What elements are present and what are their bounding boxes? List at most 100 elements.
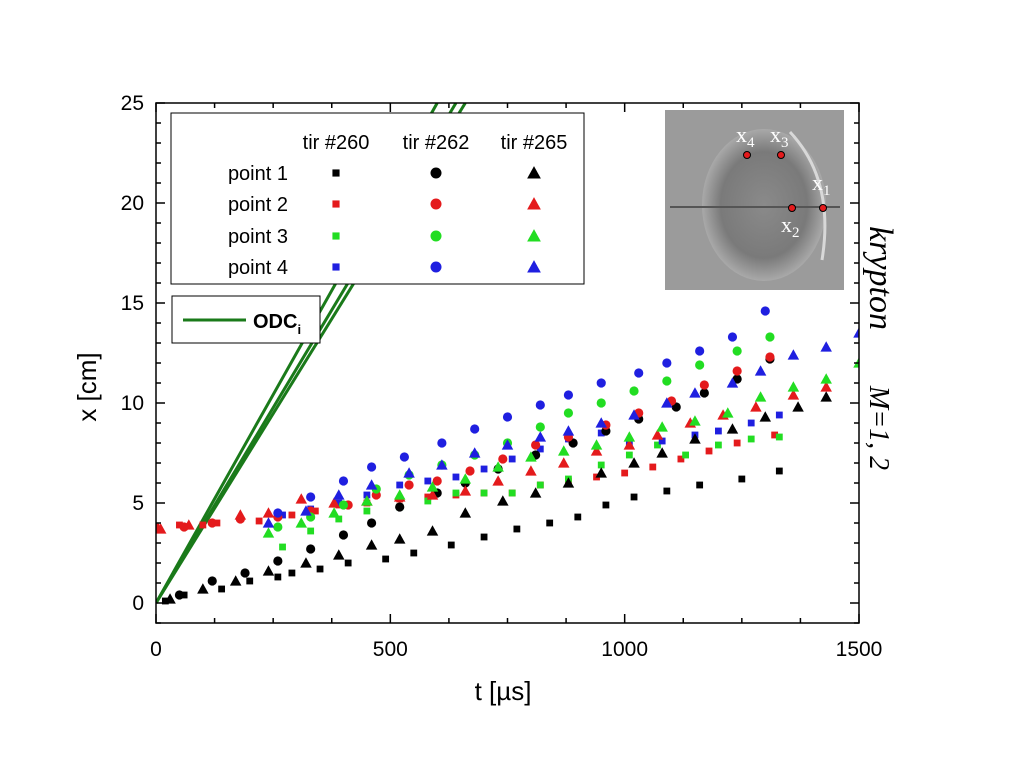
data-point-point4-triangle-11 — [628, 409, 640, 420]
data-point-point1-circle-7 — [395, 502, 405, 512]
data-point-point3-triangle-18 — [853, 357, 859, 368]
data-point-point3-triangle-0 — [262, 527, 275, 538]
data-point-point4-square-3 — [363, 491, 371, 499]
data-point-point4-square-4 — [396, 481, 404, 489]
data-point-point4-circle-8 — [535, 400, 545, 410]
y-tick-label: 15 — [121, 292, 144, 315]
data-point-point3-square-5 — [424, 497, 432, 505]
legend-marker-point4-circle — [430, 261, 442, 273]
data-point-point4-triangle-12 — [661, 397, 673, 408]
data-point-point2-triangle-10 — [492, 475, 504, 486]
data-point-point1-triangle-3 — [262, 565, 275, 576]
y-tick-label: 10 — [121, 392, 144, 415]
data-point-point1-triangle-9 — [459, 507, 472, 518]
data-point-point2-square-22 — [771, 431, 779, 439]
inset-shock-edge — [788, 130, 827, 261]
odc-legend: ODCi — [171, 295, 321, 344]
legend-marker-point1-square — [332, 169, 340, 177]
data-point-point4-circle-12 — [662, 358, 672, 368]
data-point-point1-square-20 — [775, 467, 783, 475]
data-point-point3-triangle-8 — [525, 451, 537, 462]
data-point-point4-circle-9 — [563, 390, 574, 400]
data-point-point4-circle-6 — [470, 424, 480, 434]
data-point-point1-square-14 — [574, 513, 582, 521]
data-point-point1-triangle-4 — [300, 557, 312, 568]
data-point-point1-triangle-10 — [497, 495, 509, 506]
data-point-point3-triangle-13 — [689, 415, 701, 426]
data-point-point2-square-5 — [288, 511, 296, 519]
data-point-point1-triangle-19 — [792, 401, 804, 412]
y-tick-label: 5 — [132, 492, 144, 515]
data-point-point1-circle-4 — [306, 544, 316, 554]
data-point-point2-triangle-4 — [295, 493, 308, 504]
data-point-point4-triangle-17 — [820, 341, 832, 352]
data-point-point1-square-9 — [410, 549, 418, 557]
data-point-point4-square-17 — [775, 411, 783, 419]
data-point-point4-square-9 — [536, 445, 544, 453]
x-axis-label: t [µs] — [475, 676, 532, 706]
legend-marker-point3-circle — [430, 230, 442, 242]
data-point-point3-circle-13 — [695, 360, 705, 370]
data-point-point3-square-11 — [597, 461, 605, 469]
data-point-point1-circle-17 — [732, 374, 742, 384]
data-point-point4-triangle-16 — [787, 349, 800, 360]
data-point-point4-circle-2 — [338, 476, 349, 486]
legend-marker-point2-triangle — [527, 197, 541, 210]
legend-marker-point4-triangle — [527, 260, 541, 273]
inset-marker-x2 — [788, 204, 796, 212]
data-point-point2-circle-8 — [404, 480, 414, 490]
data-point-point3-square-0 — [279, 543, 286, 551]
data-point-point3-triangle-2 — [328, 507, 340, 518]
data-point-point2-triangle-14 — [623, 439, 636, 450]
data-point-point4-square-8 — [508, 455, 516, 463]
data-point-point4-triangle-6 — [468, 447, 481, 458]
data-point-point1-triangle-6 — [365, 539, 378, 550]
data-point-point4-square-0 — [279, 511, 286, 519]
data-point-point2-square-18 — [649, 463, 657, 471]
data-point-point2-triangle-18 — [750, 401, 762, 412]
inset-marker-x4 — [743, 151, 751, 159]
data-point-point3-circle-15 — [765, 332, 775, 342]
y-tick-label: 0 — [132, 592, 144, 615]
inset-label-x3: x3 — [770, 122, 789, 151]
data-point-point3-triangle-10 — [590, 439, 603, 450]
data-point-point4-triangle-8 — [534, 431, 547, 442]
data-point-point4-circle-14 — [727, 332, 738, 342]
data-point-point4-circle-3 — [366, 462, 377, 472]
data-point-point2-square-3 — [213, 519, 221, 527]
data-point-point1-square-17 — [663, 487, 671, 495]
data-point-point1-square-11 — [480, 533, 488, 541]
legend-row-point1: point 1 — [228, 163, 288, 185]
data-point-point3-square-8 — [508, 489, 516, 497]
data-point-point2-square-21 — [733, 439, 741, 447]
data-point-point1-square-15 — [602, 501, 610, 509]
data-point-point4-square-6 — [452, 473, 460, 481]
legend-marker-point1-circle — [430, 167, 442, 179]
y-tick-label: 25 — [121, 92, 144, 115]
data-point-point2-circle-11 — [498, 454, 508, 464]
data-point-point2-circle-9 — [432, 476, 442, 486]
data-point-point3-triangle-15 — [754, 391, 767, 402]
data-point-point2-square-6 — [311, 507, 319, 515]
data-points — [156, 306, 859, 605]
data-point-point4-square-7 — [480, 465, 488, 473]
data-point-point1-circle-1 — [207, 576, 217, 586]
data-point-point2-triangle-0 — [156, 523, 167, 534]
data-point-point2-triangle-8 — [426, 489, 439, 500]
data-point-point2-circle-18 — [732, 366, 742, 376]
data-point-point1-square-7 — [344, 559, 352, 567]
data-point-point1-triangle-11 — [529, 487, 542, 498]
data-point-point1-triangle-5 — [333, 549, 345, 560]
data-point-point2-square-2 — [199, 521, 207, 529]
data-point-point1-triangle-15 — [656, 447, 668, 458]
legend-column-265: tir #265 — [501, 132, 568, 154]
data-point-point4-triangle-7 — [501, 439, 514, 450]
data-point-point3-circle-8 — [535, 422, 545, 432]
data-point-point3-triangle-4 — [393, 489, 406, 500]
data-point-point4-triangle-0 — [262, 517, 275, 528]
data-point-point1-triangle-1 — [197, 583, 209, 594]
data-point-point3-square-12 — [625, 451, 633, 459]
data-point-point3-circle-12 — [662, 376, 672, 386]
y-tick-label: 20 — [121, 192, 144, 215]
data-point-point3-square-6 — [452, 489, 460, 497]
